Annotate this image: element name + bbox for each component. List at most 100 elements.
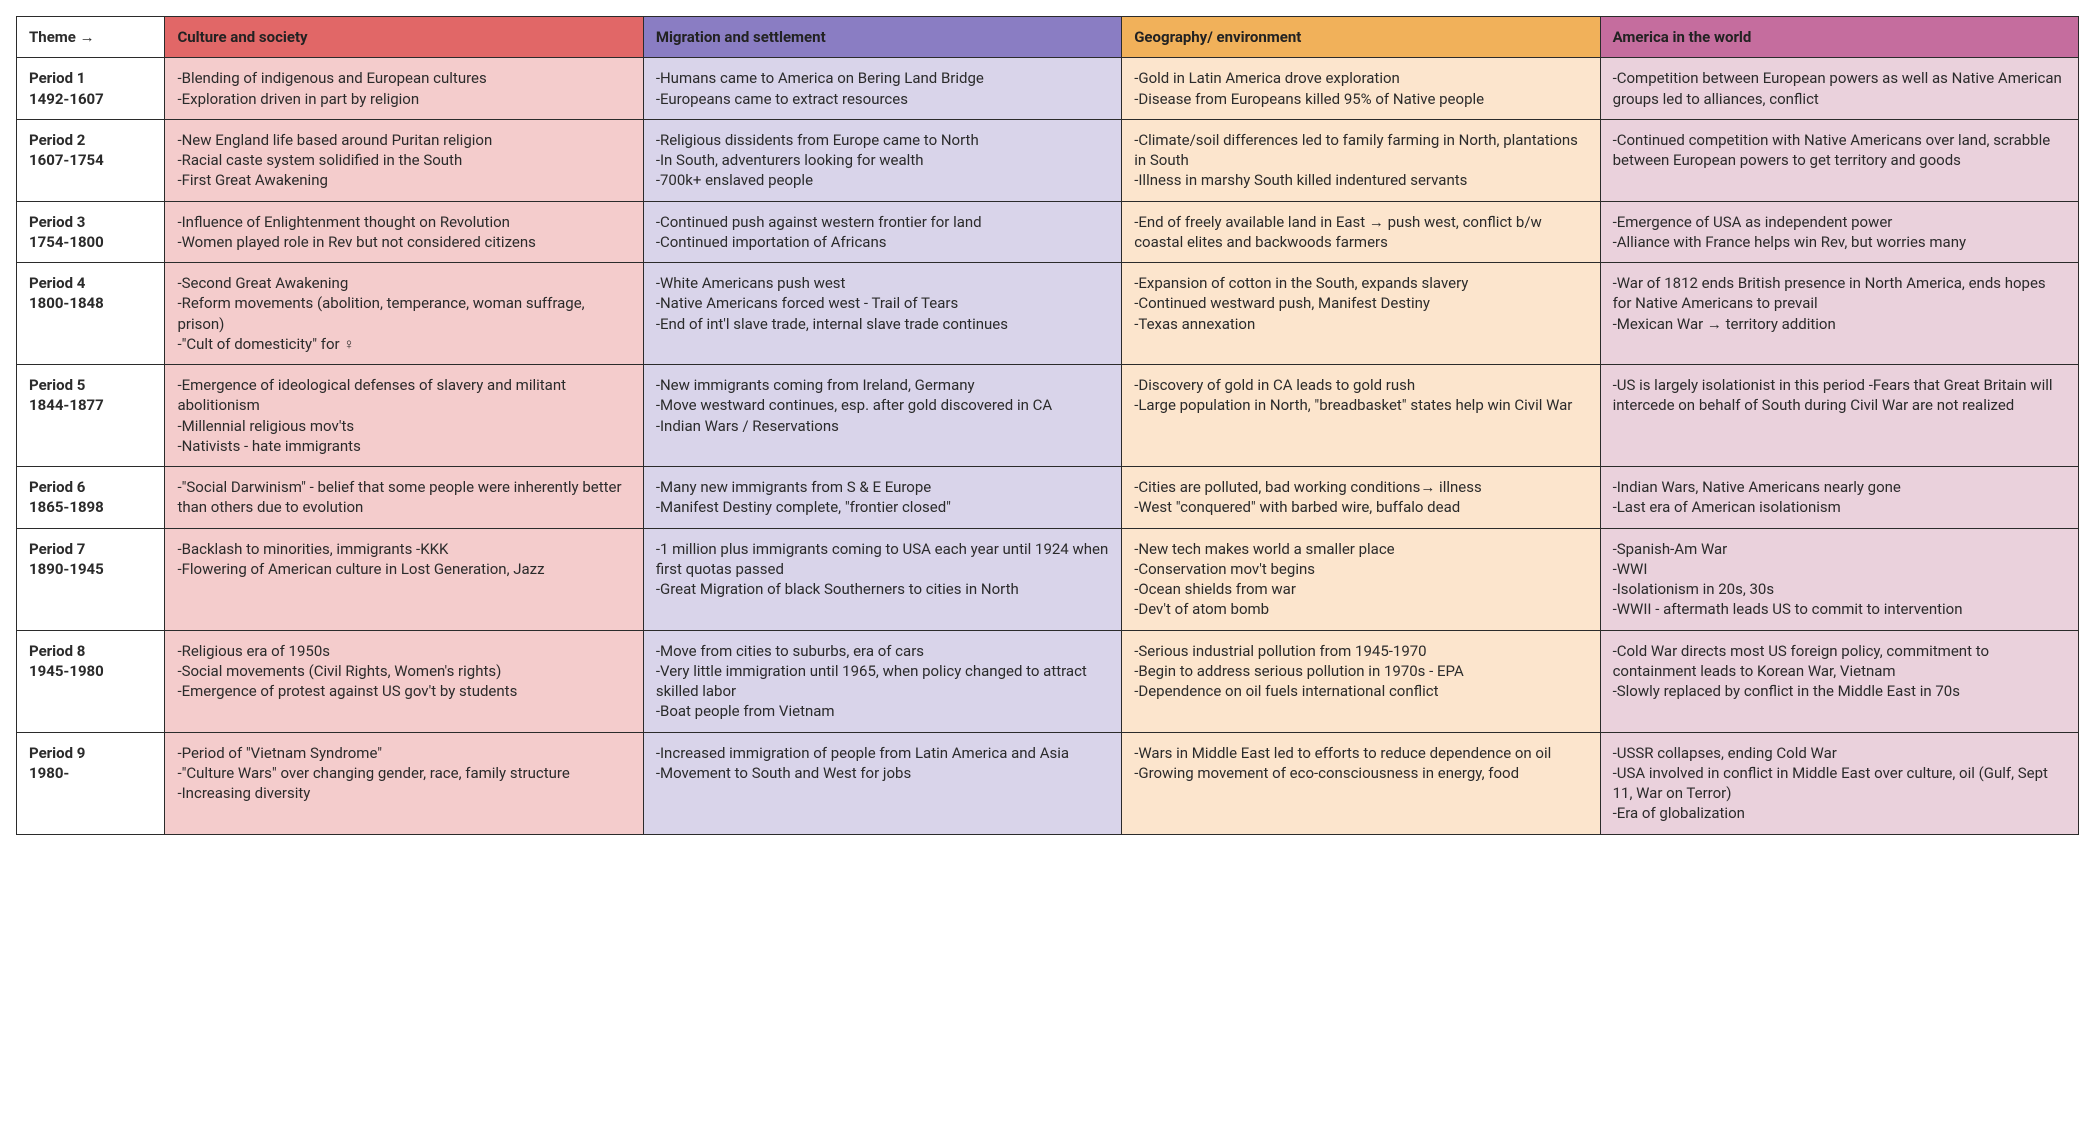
period-name: Period 1 [29, 68, 152, 88]
cell-line: -White Americans push west [656, 273, 1109, 293]
cell-line: -Second Great Awakening [177, 273, 630, 293]
period-name: Period 8 [29, 641, 152, 661]
cell-line: -"Social Darwinism" - belief that some p… [177, 477, 630, 518]
cell-line: -"Culture Wars" over changing gender, ra… [177, 763, 630, 783]
cell-line: -Expansion of cotton in the South, expan… [1134, 273, 1587, 293]
cell-line: -New England life based around Puritan r… [177, 130, 630, 150]
cell-line: -US is largely isolationist in this peri… [1613, 375, 2066, 416]
cell-line: -Cold War directs most US foreign policy… [1613, 641, 2066, 682]
cell-line: -Emergence of USA as independent power [1613, 212, 2066, 232]
cell-world: -USSR collapses, ending Cold War-USA inv… [1600, 732, 2078, 834]
cell-migration: -Move from cities to suburbs, era of car… [643, 630, 1121, 732]
themes-periods-table: Theme → Culture and societyMigration and… [16, 16, 2079, 835]
cell-line: -Racial caste system solidified in the S… [177, 150, 630, 170]
cell-line: -Competition between European powers as … [1613, 68, 2066, 109]
cell-migration: -1 million plus immigrants coming to USA… [643, 528, 1121, 630]
cell-line: -"Cult of domesticity" for ♀ [177, 334, 630, 354]
cell-line: -Begin to address serious pollution in 1… [1134, 661, 1587, 681]
cell-line: -Illness in marshy South killed indentur… [1134, 170, 1587, 190]
cell-migration: -White Americans push west-Native Americ… [643, 263, 1121, 365]
period-range: 1945-1980 [29, 661, 152, 681]
cell-geography: -Serious industrial pollution from 1945-… [1122, 630, 1600, 732]
cell-world: -Cold War directs most US foreign policy… [1600, 630, 2078, 732]
cell-line: -Indian Wars, Native Americans nearly go… [1613, 477, 2066, 497]
period-name: Period 5 [29, 375, 152, 395]
cell-geography: -Gold in Latin America drove exploration… [1122, 58, 1600, 120]
cell-culture: -Blending of indigenous and European cul… [165, 58, 643, 120]
cell-world: -Competition between European powers as … [1600, 58, 2078, 120]
cell-culture: -Religious era of 1950s-Social movements… [165, 630, 643, 732]
period-range: 1980- [29, 763, 152, 783]
cell-line: -Manifest Destiny complete, "frontier cl… [656, 497, 1109, 517]
cell-line: -Emergence of protest against US gov't b… [177, 681, 630, 701]
cell-line: -Continued competition with Native Ameri… [1613, 130, 2066, 171]
table-row: Period 71890-1945-Backlash to minorities… [17, 528, 2079, 630]
table-row: Period 61865-1898 -"Social Darwinism" - b… [17, 467, 2079, 529]
period-label: Period 11492-1607 [17, 58, 165, 120]
cell-world: -War of 1812 ends British presence in No… [1600, 263, 2078, 365]
cell-line: -Very little immigration until 1965, whe… [656, 661, 1109, 702]
cell-line: -Indian Wars / Reservations [656, 416, 1109, 436]
cell-line: -700k+ enslaved people [656, 170, 1109, 190]
cell-line: -Europeans came to extract resources [656, 89, 1109, 109]
cell-culture: -Second Great Awakening-Reform movements… [165, 263, 643, 365]
cell-line: -1 million plus immigrants coming to USA… [656, 539, 1109, 580]
cell-migration: -New immigrants coming from Ireland, Ger… [643, 365, 1121, 467]
cell-line: -Period of "Vietnam Syndrome" [177, 743, 630, 763]
period-name: Period 4 [29, 273, 152, 293]
period-label: Period 91980- [17, 732, 165, 834]
period-range: 1844-1877 [29, 395, 152, 415]
cell-line: -USSR collapses, ending Cold War [1613, 743, 2066, 763]
cell-line: -Growing movement of eco-consciousness i… [1134, 763, 1587, 783]
cell-culture: -New England life based around Puritan r… [165, 119, 643, 201]
theme-header-culture: Culture and society [165, 17, 643, 58]
period-label: Period 71890-1945 [17, 528, 165, 630]
cell-line: -Reform movements (abolition, temperance… [177, 293, 630, 334]
corner-cell: Theme → [17, 17, 165, 58]
cell-line: -Boat people from Vietnam [656, 701, 1109, 721]
cell-line: -Increased immigration of people from La… [656, 743, 1109, 763]
cell-geography: -Climate/soil differences led to family … [1122, 119, 1600, 201]
cell-line: -Continued importation of Africans [656, 232, 1109, 252]
cell-line: -Discovery of gold in CA leads to gold r… [1134, 375, 1587, 395]
period-label: Period 51844-1877 [17, 365, 165, 467]
period-name: Period 7 [29, 539, 152, 559]
cell-line: -Slowly replaced by conflict in the Midd… [1613, 681, 2066, 701]
cell-line: -Mexican War → territory addition [1613, 314, 2066, 334]
cell-line: -Disease from Europeans killed 95% of Na… [1134, 89, 1587, 109]
period-label: Period 61865-1898 [17, 467, 165, 529]
cell-line: -Serious industrial pollution from 1945-… [1134, 641, 1587, 661]
cell-culture: -Emergence of ideological defenses of sl… [165, 365, 643, 467]
table-row: Period 31754-1800-Influence of Enlighten… [17, 201, 2079, 263]
cell-migration: -Many new immigrants from S & E Europe-M… [643, 467, 1121, 529]
cell-culture: -Period of "Vietnam Syndrome"-"Culture W… [165, 732, 643, 834]
cell-line: -WWII - aftermath leads US to commit to … [1613, 599, 2066, 619]
cell-line: -Nativists - hate immigrants [177, 436, 630, 456]
period-range: 1754-1800 [29, 232, 152, 252]
period-range: 1492-1607 [29, 89, 152, 109]
period-range: 1865-1898 [29, 497, 152, 517]
cell-line: -Emergence of ideological defenses of sl… [177, 375, 630, 416]
cell-culture: -Influence of Enlightenment thought on R… [165, 201, 643, 263]
cell-line: -Spanish-Am War [1613, 539, 2066, 559]
table-row: Period 41800-1848-Second Great Awakening… [17, 263, 2079, 365]
cell-line: -Millennial religious mov'ts [177, 416, 630, 436]
cell-line: -Increasing diversity [177, 783, 630, 803]
cell-line: -Social movements (Civil Rights, Women's… [177, 661, 630, 681]
cell-line: -Flowering of American culture in Lost G… [177, 559, 630, 579]
cell-geography: -Discovery of gold in CA leads to gold r… [1122, 365, 1600, 467]
cell-line: -In South, adventurers looking for wealt… [656, 150, 1109, 170]
cell-line: -Women played role in Rev but not consid… [177, 232, 630, 252]
period-range: 1890-1945 [29, 559, 152, 579]
cell-migration: -Increased immigration of people from La… [643, 732, 1121, 834]
theme-header-world: America in the world [1600, 17, 2078, 58]
cell-line: -New immigrants coming from Ireland, Ger… [656, 375, 1109, 395]
cell-geography: -Wars in Middle East led to efforts to r… [1122, 732, 1600, 834]
cell-world: -Continued competition with Native Ameri… [1600, 119, 2078, 201]
cell-line: -Great Migration of black Southerners to… [656, 579, 1109, 599]
cell-line: -First Great Awakening [177, 170, 630, 190]
period-label: Period 31754-1800 [17, 201, 165, 263]
cell-line: -Dev't of atom bomb [1134, 599, 1587, 619]
theme-header-migration: Migration and settlement [643, 17, 1121, 58]
cell-line: -Gold in Latin America drove exploration [1134, 68, 1587, 88]
